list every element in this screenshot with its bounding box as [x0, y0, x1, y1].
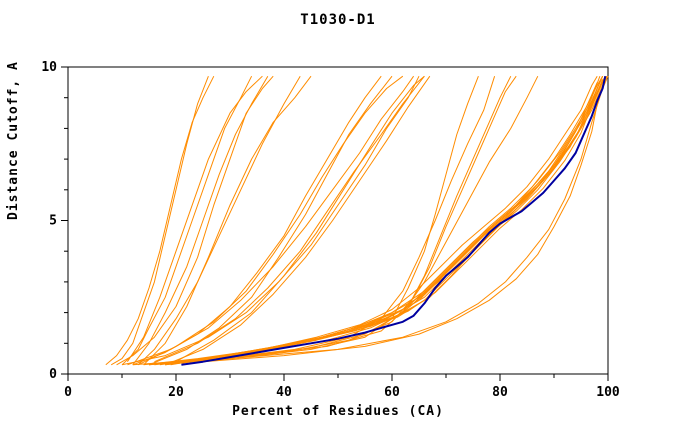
x-tick-label: 20: [168, 385, 184, 400]
series-line-model-12: [154, 75, 425, 363]
series-line-model-34: [202, 75, 608, 363]
series-line-model-15: [127, 75, 415, 366]
x-tick-label: 100: [596, 385, 620, 400]
x-tick-label: 80: [492, 385, 508, 400]
y-tick-label: 0: [49, 367, 57, 382]
series-line-model-02: [121, 75, 253, 366]
chart-title: T1030-D1: [300, 12, 376, 28]
x-tick-label: 40: [276, 385, 292, 400]
series-line-model-08: [105, 75, 215, 366]
series-line-highlight-model: [181, 75, 607, 366]
series-line-model-04: [116, 75, 274, 366]
series-line-model-07: [143, 75, 312, 366]
series-line-model-33: [229, 75, 539, 360]
series-line-model-19: [154, 75, 598, 366]
series-line-model-03: [132, 75, 269, 366]
series-line-model-23: [159, 75, 604, 366]
series-line-model-32: [132, 76, 496, 366]
series-line-model-13: [137, 75, 404, 366]
x-tick-label: 0: [64, 385, 72, 400]
series-line-model-09: [132, 75, 382, 366]
y-tick-label: 5: [49, 214, 57, 229]
series-line-model-26: [192, 75, 606, 363]
series-line-model-30: [165, 75, 512, 366]
series-line-model-06: [137, 75, 301, 366]
series-line-model-35: [229, 75, 609, 360]
series-line-model-05: [126, 75, 263, 362]
x-axis-label: Percent of Residues (CA): [232, 404, 444, 419]
series-line-model-10: [148, 75, 393, 366]
series-line-model-22: [197, 75, 608, 363]
y-tick-label: 10: [41, 60, 57, 75]
series-line-model-16: [175, 75, 425, 363]
series-line-model-31: [202, 75, 517, 363]
x-tick-label: 60: [384, 385, 400, 400]
series-line-model-11: [121, 75, 420, 366]
series-line-model-29: [148, 76, 479, 366]
series-line-model-20: [186, 75, 606, 363]
series-line-model-14: [165, 75, 431, 366]
series-line-model-27: [208, 79, 604, 361]
